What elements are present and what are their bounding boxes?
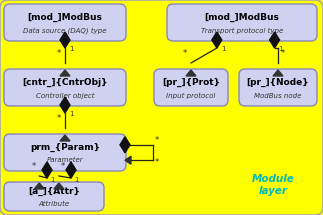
FancyBboxPatch shape <box>167 4 317 41</box>
Text: Data source (DAQ) type: Data source (DAQ) type <box>23 27 107 34</box>
Polygon shape <box>186 70 196 76</box>
FancyBboxPatch shape <box>4 134 126 171</box>
FancyBboxPatch shape <box>154 69 228 106</box>
Text: *: * <box>281 49 285 58</box>
Text: *: * <box>31 162 36 171</box>
Polygon shape <box>60 135 70 141</box>
Polygon shape <box>270 32 280 48</box>
Text: Parameter: Parameter <box>47 158 83 163</box>
Polygon shape <box>60 70 70 76</box>
Polygon shape <box>125 156 131 164</box>
FancyBboxPatch shape <box>4 182 104 211</box>
Polygon shape <box>66 162 76 178</box>
Text: Module
layer: Module layer <box>252 174 294 196</box>
Text: [mod_]ModBus: [mod_]ModBus <box>27 13 102 22</box>
Text: *: * <box>57 114 61 123</box>
Text: Controller object: Controller object <box>36 92 94 98</box>
Text: [cntr_]{CntrObj}: [cntr_]{CntrObj} <box>22 78 108 87</box>
Text: 1: 1 <box>221 46 225 52</box>
Text: 1: 1 <box>278 46 283 52</box>
Text: 1: 1 <box>50 177 55 183</box>
Text: 1: 1 <box>69 46 74 52</box>
Text: *: * <box>155 158 159 167</box>
Text: [pr_]{Node}: [pr_]{Node} <box>247 78 309 87</box>
Text: [a_]{Attr}: [a_]{Attr} <box>28 187 80 196</box>
Text: ModBus node: ModBus node <box>254 92 302 98</box>
Text: Transport protocol type: Transport protocol type <box>201 28 283 34</box>
Text: [mod_]ModBus: [mod_]ModBus <box>204 13 279 22</box>
Text: Attribute: Attribute <box>38 201 69 207</box>
Text: *: * <box>155 136 159 145</box>
Polygon shape <box>34 183 44 189</box>
Text: [pr_]{Prot}: [pr_]{Prot} <box>162 78 220 87</box>
Polygon shape <box>54 183 64 189</box>
FancyBboxPatch shape <box>4 4 126 41</box>
FancyBboxPatch shape <box>239 69 317 106</box>
Polygon shape <box>60 97 70 113</box>
Polygon shape <box>120 137 130 153</box>
Text: Input protocol: Input protocol <box>166 92 216 98</box>
Text: 1: 1 <box>74 177 78 183</box>
Text: 1: 1 <box>69 111 74 117</box>
Text: *: * <box>61 162 65 171</box>
Text: *: * <box>183 49 187 58</box>
Polygon shape <box>42 162 52 178</box>
FancyBboxPatch shape <box>4 69 126 106</box>
Polygon shape <box>60 32 70 48</box>
Text: *: * <box>57 49 61 58</box>
Polygon shape <box>273 70 283 76</box>
Polygon shape <box>212 32 222 48</box>
Text: prm_{Param}: prm_{Param} <box>30 143 100 152</box>
